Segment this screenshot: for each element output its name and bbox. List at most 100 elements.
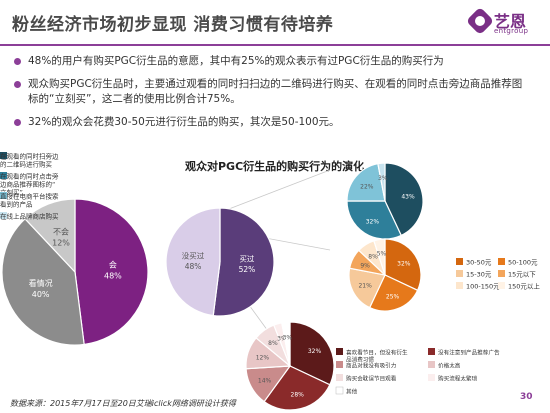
legend-swatch xyxy=(428,374,435,381)
legend-label: 价格太高 xyxy=(438,362,461,370)
legend-label: 购买流程太繁琐 xyxy=(438,375,478,383)
legend-swatch xyxy=(428,348,435,355)
legend-swatch xyxy=(456,270,463,277)
legend-swatch xyxy=(498,270,505,277)
slice-value: 12% xyxy=(256,355,270,362)
pie-slice xyxy=(1,217,85,346)
legend-label: 喜欢看节目，但没有衍生 xyxy=(346,349,408,357)
bullet-list: 48%的用户有购买PGC衍生品的意愿，其中有25%的观众表示有过PGC衍生品的购… xyxy=(12,54,532,138)
legend-label: 15-30元 xyxy=(466,271,492,279)
pie-slice xyxy=(384,238,422,292)
slice-value: 32% xyxy=(308,348,322,355)
slice-value: 28% xyxy=(291,392,305,399)
legend-label: 15元以下 xyxy=(508,271,536,279)
pie-slice xyxy=(346,200,402,240)
slice-value: 48% xyxy=(104,272,122,281)
pie-channel: 43% 32% 22% 3% xyxy=(346,162,424,240)
legend-swatch xyxy=(0,212,7,219)
header-divider xyxy=(0,44,550,46)
pie-spend: 32% 25% 21% 9%8%5% xyxy=(348,238,422,312)
slice-value: 5% xyxy=(377,250,387,257)
slice-value: 52% xyxy=(239,265,256,274)
slice-value: 32% xyxy=(366,218,380,225)
legend-swatch xyxy=(498,258,505,265)
pie-slice xyxy=(263,365,331,411)
page-title: 粉丝经济市场初步显现 消费习惯有待培养 xyxy=(12,15,334,35)
chart-title: 观众对PGC衍生品的购买行为的演化 xyxy=(185,160,365,173)
logo-text: 艺恩 xyxy=(494,12,527,31)
slice-value: 14% xyxy=(258,377,272,384)
legend-label: 没有注意到产品推荐广告 xyxy=(438,349,500,357)
slice-label: 买过 xyxy=(239,254,254,264)
pie-slice xyxy=(212,207,275,317)
slice-value: 12% xyxy=(52,239,70,248)
legend-channel: 在观看的同时扫旁边的二维码进行购买在观看的同时点击旁边商品推荐图标的“立刻买”直… xyxy=(0,152,59,221)
legend-label: 其他 xyxy=(346,388,358,396)
legend-label: 50-100元 xyxy=(508,259,538,267)
legend-swatch xyxy=(456,258,463,265)
legend-label: 在观看的同时点击旁 xyxy=(0,172,59,181)
logo-subtext: entgroup xyxy=(494,27,529,35)
pie-slice xyxy=(384,162,424,237)
pie-slice xyxy=(348,267,386,309)
pie-slice xyxy=(289,321,335,386)
pie-slice xyxy=(74,198,149,346)
slice-value: 3% xyxy=(378,175,388,182)
slice-value: 25% xyxy=(386,294,400,301)
slice-value: 21% xyxy=(358,283,372,290)
bullet-item: 48%的用户有购买PGC衍生品的意愿，其中有25%的观众表示有过PGC衍生品的购… xyxy=(12,54,532,69)
bullet-item: 观众购买PGC衍生品时，主要通过观看的同时扫扫边的二维码进行购买、在观看的同时点… xyxy=(12,77,532,107)
legend-swatch xyxy=(456,282,463,289)
legend-label: 看到的产品 xyxy=(0,200,33,209)
legend-label: 商品对我没有吸引力 xyxy=(346,362,397,370)
slice-label: 不会 xyxy=(53,227,69,237)
bullet-dot-icon xyxy=(14,58,21,65)
legend-swatch xyxy=(428,361,435,368)
bullet-item: 32%的观众会花费30-50元进行衍生品的购买，其次是50-100元。 xyxy=(12,115,532,130)
legend-swatch xyxy=(335,386,344,395)
pie-reasons: 32%28%14%12%8%3%3% xyxy=(245,321,335,411)
bullet-text: 48%的用户有购买PGC衍生品的意愿，其中有25%的观众表示有过PGC衍生品的购… xyxy=(28,55,444,67)
source-note: 数据来源：2015年7月17日至20日艾瑞iclick网络调研设计获得 xyxy=(10,399,236,408)
legend-swatch xyxy=(0,172,7,179)
legend-swatch xyxy=(336,374,343,381)
pie-slice xyxy=(373,238,386,276)
page-number: 30 xyxy=(520,392,533,402)
slice-label: 没买过 xyxy=(182,250,205,260)
legend-label: 在线上品牌商店购买 xyxy=(0,212,59,221)
legend-label: 购买会耽误节目观看 xyxy=(346,375,397,383)
legend-label: 100-150元 xyxy=(466,283,500,291)
legend-spend: 30-50元 50-100元 15-30元 15元以下 100-150元 150元以上 xyxy=(456,258,540,291)
pie-intent: 会 48% 看情况 40% 不会 12% xyxy=(1,198,149,346)
pie-slice xyxy=(377,162,386,202)
pie-slice xyxy=(368,274,419,312)
bullet-text: 观众购买PGC衍生品时，主要通过观看的同时扫扫边的二维码进行购买、在观看的同时点… xyxy=(28,78,523,105)
brand-logo: 艺恩 entgroup xyxy=(465,6,542,38)
legend-label: 30-50元 xyxy=(466,259,492,267)
slice-label: 会 xyxy=(109,260,117,270)
legend-label: 的二维码进行购买 xyxy=(0,160,53,169)
pie-slice xyxy=(24,198,76,274)
slice-value: 9% xyxy=(360,262,370,269)
slice-label: 看情况 xyxy=(29,278,53,288)
legend-label: 在观看的同时扫旁边 xyxy=(0,152,59,161)
legend-swatch xyxy=(498,282,505,289)
legend-swatch xyxy=(0,152,7,159)
legend-swatch xyxy=(336,348,343,355)
bullet-dot-icon xyxy=(14,81,21,88)
legend-label: 立刻买” xyxy=(0,188,23,197)
pie-slice xyxy=(165,207,221,317)
legend-label: 150元以上 xyxy=(508,282,540,291)
legend-label: 边商品推荐图标的“ xyxy=(0,180,55,189)
slice-value: 48% xyxy=(185,262,202,271)
slice-value: 43% xyxy=(401,193,415,200)
slice-value: 8% xyxy=(268,340,278,347)
slice-value: 22% xyxy=(360,183,374,190)
slice-value: 3% xyxy=(277,336,287,343)
legend-label: 品消费习惯 xyxy=(346,356,374,364)
slice-value: 8% xyxy=(368,254,378,261)
slice-value: 40% xyxy=(32,290,50,299)
